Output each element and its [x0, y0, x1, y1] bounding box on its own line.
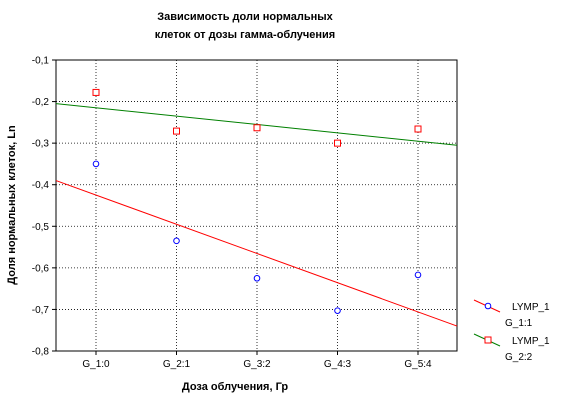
- fit-line-series-1: [55, 180, 458, 327]
- x-tick-label: G_4:3: [324, 359, 352, 370]
- y-tick-label: -0,6: [32, 263, 50, 274]
- plot-frame: [55, 59, 458, 352]
- x-tick-label: G_2:1: [163, 359, 191, 370]
- y-tick-label: -0,5: [32, 222, 50, 233]
- legend-label-series-1: LYMP_1: [512, 302, 550, 313]
- y-tick-label: -0,3: [32, 139, 50, 150]
- point-series-2: [414, 125, 422, 133]
- point-series-2: [173, 127, 180, 135]
- point-series-1: [253, 274, 261, 282]
- legend-marker-series-2: [484, 336, 492, 344]
- chart-title-line1: Зависимость доли нормальных: [157, 11, 333, 23]
- legend: LYMP_1 G_1:1 LYMP_1 G_2:2: [473, 299, 550, 363]
- point-series-2: [334, 139, 341, 147]
- x-tick-label: G_3:2: [243, 359, 271, 370]
- y-tick-label: -0,1: [32, 56, 50, 67]
- grid: [56, 60, 457, 351]
- point-series-1: [414, 271, 422, 279]
- x-tick-label: G_1:0: [82, 359, 110, 370]
- point-series-1: [92, 160, 100, 168]
- y-tick-label: -0,8: [32, 347, 50, 358]
- legend-label-series-2: LYMP_1: [512, 336, 550, 347]
- point-series-1: [173, 237, 180, 245]
- y-tick-label: -0,4: [32, 180, 50, 191]
- y-tick-label: -0,7: [32, 305, 50, 316]
- x-tick-label: G_5:4: [404, 359, 432, 370]
- fit-lines: [55, 103, 458, 327]
- point-series-1: [334, 307, 341, 314]
- y-tick-label: -0,2: [32, 97, 50, 108]
- x-axis: G_1:0 G_2:1 G_3:2 G_4:3 G_5:4: [82, 351, 432, 370]
- y-axis: -0,1 -0,2 -0,3 -0,4 -0,5 -0,6 -0,7 -0,8: [32, 56, 56, 358]
- legend-sublabel-series-2: G_2:2: [505, 352, 533, 363]
- point-series-2: [253, 124, 261, 132]
- y-axis-label: Доля нормальных клеток, Ln: [6, 125, 18, 285]
- chart-title-line2: клеток от дозы гамма-облучения: [155, 29, 335, 41]
- legend-sublabel-series-1: G_1:1: [505, 318, 533, 329]
- x-axis-label: Доза облучения, Гр: [182, 381, 288, 393]
- data-points: [92, 88, 422, 314]
- point-series-2: [92, 88, 100, 96]
- legend-marker-series-1: [484, 302, 492, 310]
